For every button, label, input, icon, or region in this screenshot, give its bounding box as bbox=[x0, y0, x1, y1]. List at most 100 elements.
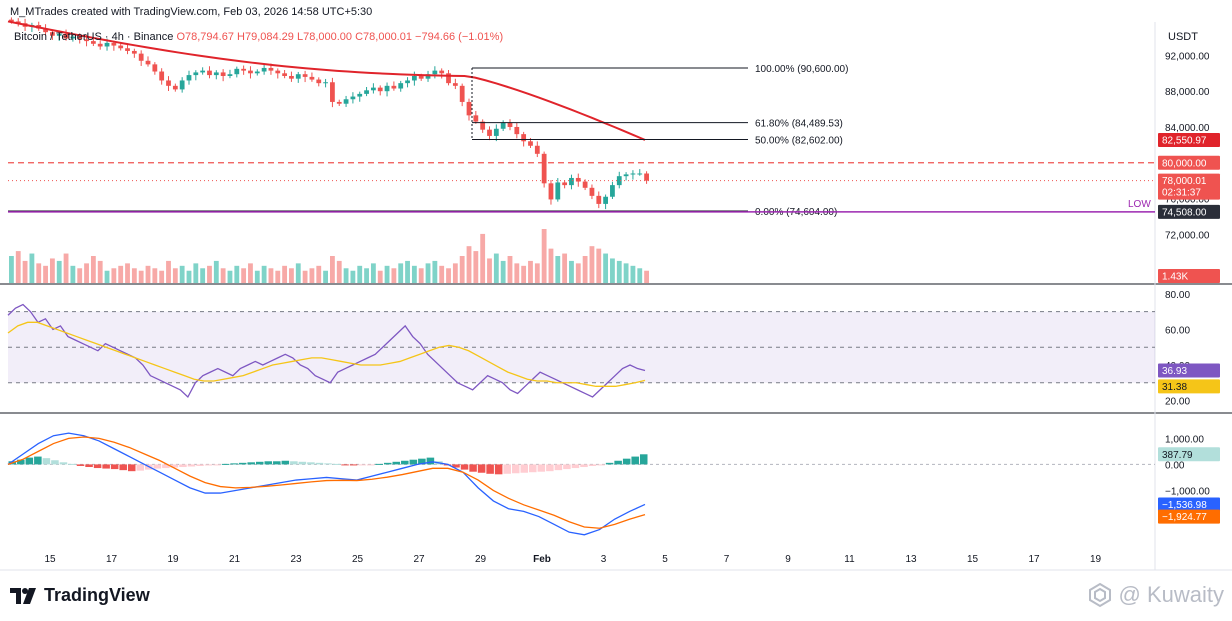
candle-body bbox=[282, 73, 287, 76]
candle-body bbox=[84, 39, 89, 42]
volume-bar bbox=[220, 268, 226, 283]
candle-body bbox=[172, 85, 178, 90]
volume-bar bbox=[9, 256, 14, 283]
candle-body bbox=[466, 101, 472, 116]
volume-bar bbox=[575, 263, 581, 283]
macd-histogram-bar bbox=[503, 464, 511, 474]
macd-histogram-bar bbox=[469, 464, 477, 472]
candle-body bbox=[446, 73, 451, 84]
macd-histogram-bar bbox=[307, 462, 315, 465]
candle-body bbox=[637, 173, 643, 175]
candle-body bbox=[179, 80, 185, 90]
volume-bar bbox=[521, 265, 527, 283]
volume-bar bbox=[22, 260, 28, 283]
candle-body bbox=[562, 182, 568, 186]
candle-body bbox=[439, 70, 445, 74]
candle-body bbox=[521, 134, 527, 142]
macd-histogram-bar bbox=[332, 463, 341, 465]
candle-body bbox=[213, 72, 219, 76]
candle-body bbox=[452, 83, 458, 86]
volume-bar bbox=[186, 270, 192, 283]
candle-body bbox=[644, 173, 649, 181]
candle-body bbox=[350, 96, 356, 100]
rsi-value-tag-box bbox=[1158, 363, 1220, 378]
volume-bar bbox=[500, 260, 506, 283]
macd-histogram-bar bbox=[42, 458, 51, 465]
volume-bar bbox=[90, 256, 96, 283]
resistance-value-tag-box bbox=[1158, 155, 1220, 170]
kuwaity-watermark: @ Kuwaity bbox=[1087, 582, 1224, 608]
watermark-text: @ Kuwaity bbox=[1118, 582, 1224, 607]
candle-body bbox=[391, 85, 397, 89]
macd-histogram-bar bbox=[366, 464, 375, 466]
candle-body bbox=[152, 64, 158, 72]
macd-tick-label: 1,000.00 bbox=[1165, 434, 1204, 445]
candle-body bbox=[234, 68, 240, 75]
candle-body bbox=[432, 70, 438, 75]
macd-histogram-bar bbox=[136, 464, 145, 471]
candle-body bbox=[398, 83, 404, 89]
volume-bar bbox=[630, 265, 636, 283]
macd-histogram-bar bbox=[34, 456, 42, 465]
candle-body bbox=[336, 101, 342, 104]
macd-signal-value-tag: −1,924.77 bbox=[1162, 512, 1207, 523]
candle-body bbox=[418, 75, 424, 79]
time-tick-label: 23 bbox=[290, 554, 302, 565]
price-tick-label: 84,000.00 bbox=[1165, 123, 1210, 134]
moving-average-line bbox=[7, 20, 646, 141]
macd-histogram-bar bbox=[341, 464, 349, 466]
candle-body bbox=[473, 115, 479, 122]
volume-bar bbox=[254, 270, 260, 283]
time-tick-label: 7 bbox=[724, 554, 730, 565]
ma-value-tag: 82,550.97 bbox=[1162, 135, 1207, 146]
volume-bar bbox=[603, 253, 609, 283]
price-tick-label: 92,000.00 bbox=[1165, 51, 1210, 62]
candle-body bbox=[623, 174, 629, 177]
volume-bar bbox=[623, 263, 629, 283]
macd-histogram-bar bbox=[204, 464, 213, 466]
watermark-logo-icon bbox=[1088, 582, 1111, 608]
candle-body bbox=[377, 87, 383, 92]
macd-value-tag-box bbox=[1158, 497, 1220, 512]
tradingview-logo[interactable]: TradingView bbox=[10, 585, 150, 606]
volume-bar bbox=[466, 246, 472, 283]
macd-histogram-bar bbox=[25, 457, 34, 465]
macd-histogram-bar bbox=[59, 462, 68, 465]
macd-histogram-bar bbox=[179, 464, 187, 468]
macd-histogram-bar bbox=[51, 460, 59, 465]
volume-bar bbox=[548, 248, 554, 283]
volume-bar bbox=[152, 268, 158, 283]
volume-bar bbox=[596, 248, 602, 283]
candle-body bbox=[118, 45, 124, 49]
macd-histogram-bar bbox=[529, 464, 537, 473]
macd-histogram-bar bbox=[221, 463, 230, 465]
volume-bar bbox=[166, 260, 171, 283]
candle-body bbox=[138, 53, 144, 61]
time-tick-label: 17 bbox=[1028, 554, 1040, 565]
volume-bar bbox=[350, 270, 356, 283]
volume-bar bbox=[193, 263, 199, 283]
macd-histogram-bar bbox=[102, 464, 110, 469]
low-line-text: LOW bbox=[1128, 199, 1151, 210]
macd-histogram-bar bbox=[571, 464, 580, 469]
volume-bar bbox=[29, 253, 35, 283]
candle-body bbox=[589, 187, 595, 196]
volume-bar bbox=[111, 268, 117, 283]
macd-histogram-bar bbox=[605, 462, 614, 465]
volume-bar bbox=[309, 268, 315, 283]
macd-histogram-bar bbox=[110, 464, 119, 470]
macd-histogram-bar bbox=[230, 463, 238, 465]
macd-histogram-bar bbox=[358, 464, 366, 466]
volume-bar bbox=[131, 268, 137, 283]
volume-bar bbox=[63, 253, 69, 283]
volume-bar bbox=[507, 256, 513, 283]
volume-bar bbox=[582, 256, 588, 283]
volume-bar bbox=[138, 270, 144, 283]
rsi-tick-label: 80.00 bbox=[1165, 290, 1190, 301]
candle-body bbox=[616, 176, 622, 186]
rsi-ma-line bbox=[7, 321, 646, 387]
macd-histogram-bar bbox=[511, 464, 520, 474]
candle-body bbox=[295, 74, 301, 79]
macd-histogram-bar bbox=[187, 464, 196, 467]
